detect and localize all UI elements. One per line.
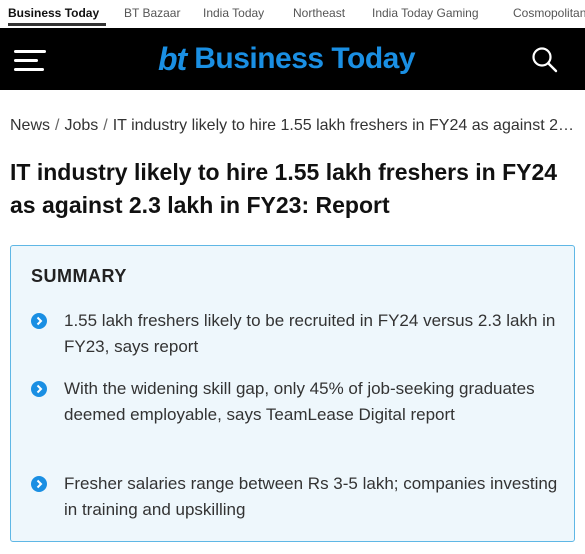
article-headline: IT industry likely to hire 1.55 lakh fre… (10, 159, 558, 218)
tab-bt-bazaar[interactable]: BT Bazaar (124, 6, 181, 20)
network-nav: Business Today BT Bazaar India Today Nor… (0, 0, 585, 28)
tab-business-today[interactable]: Business Today (8, 6, 100, 20)
chevron-right-icon (31, 476, 47, 492)
site-header: bt Business Today (0, 28, 585, 90)
breadcrumb: News / Jobs / IT industry likely to hire 1.5… (10, 117, 575, 135)
tab-india-today-gaming[interactable]: India Today Gaming (372, 6, 479, 20)
breadcrumb-jobs[interactable]: Jobs (64, 117, 99, 134)
logo-mark: bt (158, 40, 187, 77)
tab-cosmopolitan[interactable]: Cosmopolitan (513, 6, 585, 20)
summary-point-text: Fresher salaries range between Rs 3-5 la… (64, 474, 558, 519)
breadcrumb-news[interactable]: News (10, 117, 51, 134)
summary-box: SUMMARY 1.55 lakh freshers likely to be … (10, 245, 575, 542)
summary-point-text: 1.55 lakh freshers likely to be recruite… (64, 311, 556, 356)
site-logo[interactable]: bt Business Today (158, 39, 416, 79)
summary-title: SUMMARY (31, 266, 127, 286)
tab-india-today[interactable]: India Today (203, 6, 265, 20)
search-icon[interactable] (531, 46, 559, 74)
hamburger-icon[interactable] (14, 50, 46, 72)
tab-northeast[interactable]: Northeast (293, 6, 346, 20)
logo-text: Business Today (194, 42, 416, 75)
breadcrumb-current: IT industry likely to hire 1.55 lakh fre… (112, 117, 575, 134)
active-tab-indicator (8, 23, 106, 26)
summary-point-text: With the widening skill gap, only 45% of… (64, 379, 535, 424)
chevron-right-icon (31, 381, 47, 397)
chevron-right-icon (31, 313, 47, 329)
